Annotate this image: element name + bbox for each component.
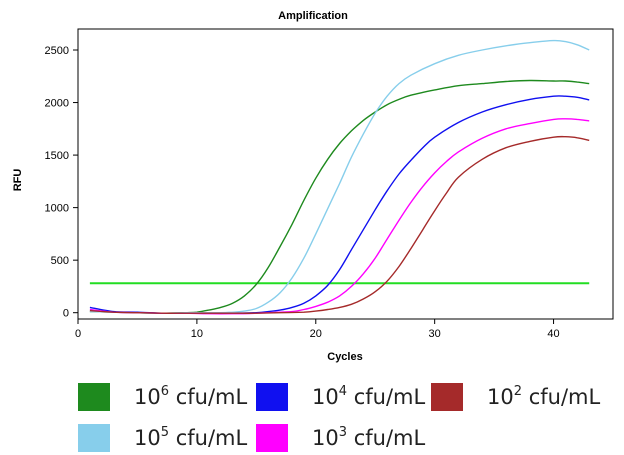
x-axis-label: Cycles [327,351,362,363]
series-line-3 [89,118,590,315]
y-tick-label: 1500 [45,150,69,162]
plot-frame [77,28,614,320]
x-axis-ticks: 0 10 20 30 40 [75,319,560,340]
y-axis-ticks: 0 500 1000 1500 2000 2500 [45,45,78,320]
series-lines [89,39,590,315]
y-tick-label: 500 [51,255,69,267]
x-tick-label: 30 [429,328,441,340]
x-tick-label: 20 [310,328,322,340]
x-tick-label: 0 [75,328,81,340]
x-tick-label: 40 [547,328,559,340]
y-tick-label: 0 [63,308,69,320]
series-line-4 [89,135,590,314]
y-axis-label: RFU [12,169,24,192]
x-tick-label: 10 [191,328,203,340]
series-line-2 [89,95,590,314]
series-line-0 [89,79,590,314]
y-tick-label: 2500 [45,45,69,57]
y-tick-label: 2000 [45,98,69,110]
chart-title: Amplification [278,10,348,22]
y-tick-label: 1000 [45,203,69,215]
